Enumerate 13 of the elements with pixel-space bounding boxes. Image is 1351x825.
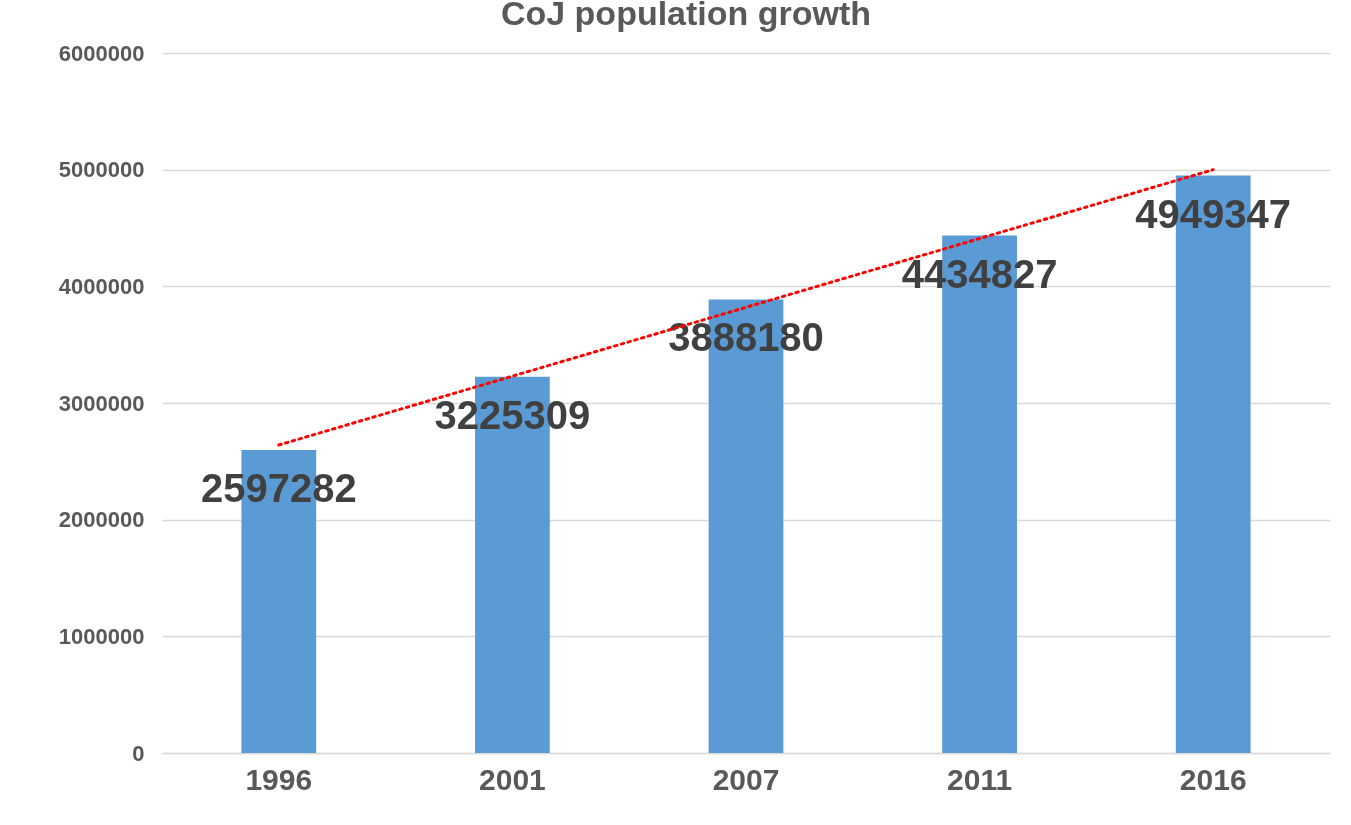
y-tick-label: 5000000	[58, 157, 145, 183]
y-tick-label: 1000000	[58, 623, 145, 649]
y-tick-label: 0	[132, 740, 145, 766]
y-tick-label: 6000000	[58, 40, 145, 66]
x-tick-label: 2011	[947, 762, 1013, 796]
y-tick-label: 4000000	[58, 273, 145, 299]
y-tick-label: 2000000	[58, 507, 145, 533]
x-tick-label: 2016	[1179, 762, 1247, 796]
x-tick-label: 1996	[245, 762, 313, 796]
chart-title: CoJ population growth	[500, 0, 872, 32]
y-tick-label: 3000000	[58, 390, 145, 416]
x-tick-label: 2007	[712, 762, 780, 796]
x-tick-label: 2001	[479, 762, 546, 796]
